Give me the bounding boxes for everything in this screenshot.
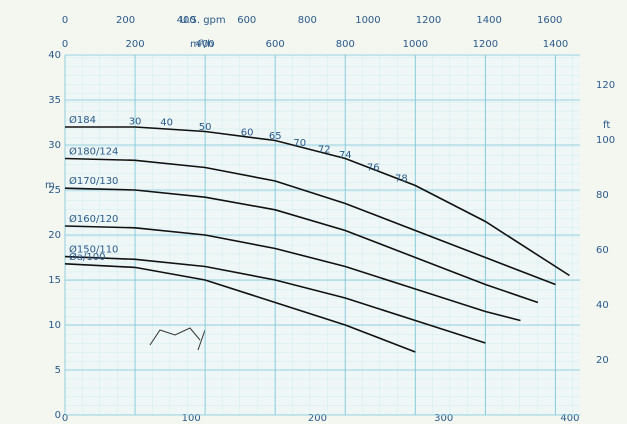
efficiency-label: 74 [339,150,352,161]
efficiency-label: 78 [395,173,408,184]
y-tick-label: 25 [48,185,61,196]
x2-tick-label: 400 [177,15,196,26]
y2-tick-label: 100 [596,135,615,146]
pump-curve [64,263,416,353]
y-label: m [45,180,55,191]
x-tick-label: 200 [126,39,145,50]
x-tick-label: 600 [266,39,285,50]
y-tick-label: 40 [48,50,61,61]
efficiency-label: 30 [129,117,142,128]
y-tick-label: 20 [48,230,61,241]
x3-tick-label: 200 [308,413,327,424]
x-label: m³/h [190,39,213,50]
y2-tick-label: 80 [596,190,609,201]
x2-tick-label: 800 [298,15,317,26]
y2-tick-label: 20 [596,355,609,366]
curve-label: Ø160/120 [69,213,118,225]
y-tick-label: 10 [48,320,61,331]
x-tick-label: 800 [336,39,355,50]
symbol [149,327,206,351]
x2-tick-label: 1200 [416,15,441,26]
y2-tick-label: 40 [596,300,609,311]
x3-tick-label: 300 [434,413,453,424]
pump-curve [64,225,521,322]
x-tick-label: 0 [62,39,68,50]
x-tick-label: 1200 [473,39,498,50]
efficiency-label: 72 [318,145,331,156]
pump-curve [64,187,539,304]
y2-label: ft [603,120,610,131]
pump-curve [65,126,570,277]
curve-label: Ø180/124 [69,146,118,158]
x3-tick-label: 100 [182,413,201,424]
x3-tick-label: 400 [560,413,579,424]
curve-label: Øa/100 [69,251,105,263]
x2-tick-label: 1400 [476,15,501,26]
y-tick-label: 35 [48,95,61,106]
y-tick-label: 30 [48,140,61,151]
curve-label: Ø150/110 [69,244,118,256]
efficiency-label: 76 [367,163,380,174]
x2-tick-label: 1600 [537,15,562,26]
x2-tick-label: 200 [116,15,135,26]
x2-tick-label: 600 [237,15,256,26]
pump-curve [64,157,556,286]
efficiency-label: 60 [241,127,254,138]
x-tick-label: 1000 [403,39,428,50]
y2-tick-label: 120 [596,80,615,91]
y2-tick-label: 60 [596,245,609,256]
x-tick-label: 1400 [543,39,568,50]
pump-curve [64,255,486,344]
efficiency-label: 65 [269,131,282,142]
efficiency-label: 40 [160,118,173,129]
x2-tick-label: 0 [62,15,68,26]
curve-label: Ø184 [69,114,96,126]
y-tick-label: 0 [55,410,61,421]
efficiency-label: 50 [199,122,212,133]
x2-label: U.S. gpm [180,15,226,26]
x3-tick-label: 0 [62,413,68,424]
efficiency-label: 70 [293,138,306,149]
y-tick-label: 15 [48,275,61,286]
curve-label: Ø170/130 [69,175,118,187]
x-tick-label: 400 [196,39,215,50]
x2-tick-label: 1000 [355,15,380,26]
y-tick-label: 5 [55,365,61,376]
